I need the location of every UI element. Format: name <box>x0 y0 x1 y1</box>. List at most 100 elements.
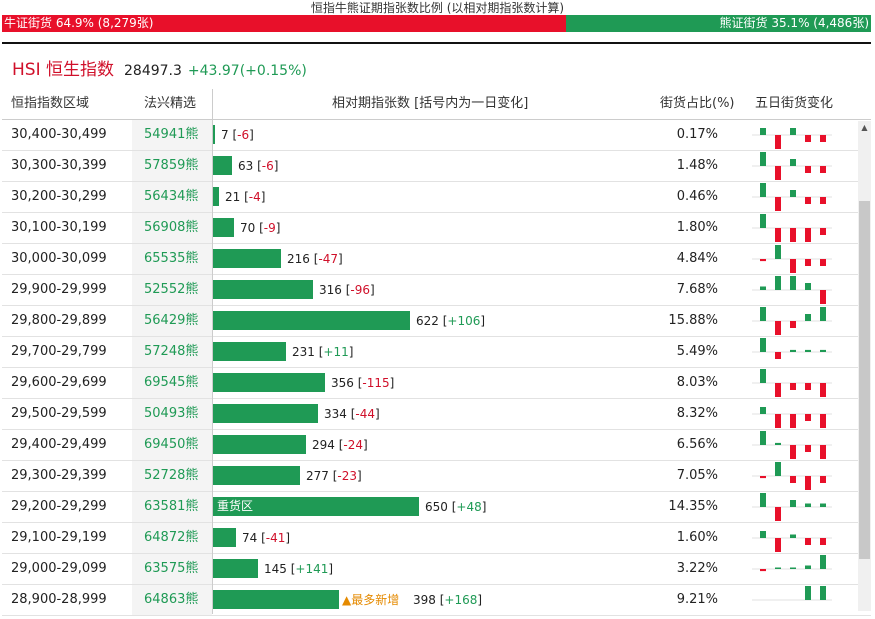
sparkline-bar <box>760 338 766 352</box>
contracts-bar <box>212 373 325 392</box>
issuer-code-link[interactable]: 57859熊 <box>132 151 212 181</box>
issuer-code-link[interactable]: 56434熊 <box>132 182 212 212</box>
sparkline-bar <box>805 197 811 204</box>
issuer-code-link[interactable]: 52552熊 <box>132 275 212 305</box>
five-day-sparkline <box>752 276 832 304</box>
contracts-bar <box>212 404 318 423</box>
contracts-bar <box>212 435 306 454</box>
bear-segment: 熊证街货 35.1% (4,486张) <box>566 15 871 32</box>
col-five-day[interactable]: 五日街货变化 <box>755 96 834 111</box>
five-day-spark <box>750 213 848 243</box>
sparkline-bar <box>775 442 781 445</box>
sparkline-bar <box>820 349 826 352</box>
table-row[interactable]: 29,000-29,099 63575熊 145 [+141] 3.22% <box>2 554 871 585</box>
contracts-label: 356 [-115] <box>331 376 395 390</box>
sparkline-bar <box>775 414 781 428</box>
scrollbar[interactable]: ▲ <box>858 121 871 611</box>
contracts-value: 231 <box>292 345 315 359</box>
contracts-bar <box>212 156 232 175</box>
issuer-code-link[interactable]: 57248熊 <box>132 337 212 367</box>
sparkline-bar <box>790 414 796 428</box>
share-cell: 7.05% <box>676 468 718 483</box>
contracts-value: 70 <box>240 221 256 235</box>
scroll-thumb[interactable] <box>859 201 870 559</box>
issuer-code-link[interactable]: 54941熊 <box>132 120 212 150</box>
contracts-value: 622 <box>416 314 439 328</box>
table-row[interactable]: 30,300-30,399 57859熊 63 [-6] 1.48% <box>2 151 871 182</box>
table-row[interactable]: 29,200-29,299 63581熊 重货区 650 [+48] 14.35% <box>2 492 871 523</box>
col-range[interactable]: 恒指指数区域 <box>11 96 90 111</box>
contracts-bar <box>212 249 281 268</box>
five-day-spark <box>750 554 848 584</box>
five-day-sparkline <box>752 586 832 601</box>
share-cell: 8.03% <box>676 375 718 390</box>
issuer-code-link[interactable]: 69450熊 <box>132 430 212 460</box>
range-cell: 28,900-28,999 <box>11 592 107 607</box>
range-cell: 29,900-29,999 <box>11 282 107 297</box>
table-row[interactable]: 28,900-28,999 64863熊 ▲最多新增 398 [+168] 9.21% <box>2 585 871 616</box>
issuer-code-link[interactable]: 63581熊 <box>132 492 212 522</box>
sparkline-bar <box>760 493 766 507</box>
range-cell: 29,000-29,099 <box>11 561 107 576</box>
share-cell: 1.48% <box>676 158 718 173</box>
issuer-code-link[interactable]: 63575熊 <box>132 554 212 584</box>
issuer-code-link[interactable]: 65535熊 <box>132 244 212 274</box>
range-cell: 29,500-29,599 <box>11 406 107 421</box>
issuer-code-link[interactable]: 56429熊 <box>132 306 212 336</box>
five-day-sparkline <box>752 128 832 149</box>
issuer-code-link[interactable]: 50493熊 <box>132 399 212 429</box>
daily-change: -47 <box>318 252 339 266</box>
sparkline-bar <box>775 507 781 521</box>
sparkline-bar <box>820 383 826 397</box>
table-row[interactable]: 30,200-30,299 56434熊 21 [-4] 0.46% <box>2 182 871 213</box>
issuer-code-link[interactable]: 64872熊 <box>132 523 212 553</box>
sparkline-bar <box>790 445 796 459</box>
table-row[interactable]: 30,000-30,099 65535熊 216 [-47] 4.84% <box>2 244 871 275</box>
contracts-label: 277 [-23] <box>306 469 362 483</box>
scroll-up-arrow-icon[interactable]: ▲ <box>861 123 868 132</box>
index-summary: HSI 恒生指数 28497.3 +43.97(+0.15%) <box>12 55 307 80</box>
five-day-sparkline <box>752 214 832 242</box>
table-row[interactable]: 29,300-29,399 52728熊 277 [-23] 7.05% <box>2 461 871 492</box>
sparkline-bar <box>790 276 796 290</box>
col-issuer[interactable]: 法兴精选 <box>144 96 197 111</box>
sparkline-bar <box>820 538 826 545</box>
sparkline-bar <box>790 534 796 538</box>
range-cell: 30,200-30,299 <box>11 189 107 204</box>
five-day-spark <box>750 182 848 212</box>
sparkline-bar <box>790 128 796 135</box>
col-share[interactable]: 街货占比(%) <box>660 96 735 111</box>
table-row[interactable]: 29,400-29,499 69450熊 294 [-24] 6.56% <box>2 430 871 461</box>
table-row[interactable]: 30,100-30,199 56908熊 70 [-9] 1.80% <box>2 213 871 244</box>
col-contracts[interactable]: 相对期指张数 [括号内为一日变化] <box>332 96 529 111</box>
contracts-value: 63 <box>238 159 254 173</box>
sparkline-bar <box>790 228 796 242</box>
range-cell: 30,100-30,199 <box>11 220 107 235</box>
five-day-spark <box>750 151 848 181</box>
sparkline-bar <box>805 414 811 421</box>
sparkline-bar <box>805 283 811 290</box>
issuer-code-link[interactable]: 64863熊 <box>132 585 212 615</box>
table-row[interactable]: 30,400-30,499 54941熊 7 [-6] 0.17% <box>2 120 871 151</box>
table-row[interactable]: 29,600-29,699 69545熊 356 [-115] 8.03% <box>2 368 871 399</box>
contracts-label: 398 [+168] <box>413 593 483 607</box>
table-row[interactable]: 29,800-29,899 56429熊 622 [+106] 15.88% <box>2 306 871 337</box>
issuer-code-link[interactable]: 69545熊 <box>132 368 212 398</box>
issuer-code-link[interactable]: 52728熊 <box>132 461 212 491</box>
range-cell: 29,100-29,199 <box>11 530 107 545</box>
table-row[interactable]: 29,700-29,799 57248熊 231 [+11] 5.49% <box>2 337 871 368</box>
sparkline-bar <box>760 128 766 135</box>
table-row[interactable]: 29,500-29,599 50493熊 334 [-44] 8.32% <box>2 399 871 430</box>
five-day-spark <box>750 399 848 429</box>
contracts-value: 650 <box>425 500 448 514</box>
contracts-value: 334 <box>324 407 347 421</box>
share-cell: 0.17% <box>676 127 718 142</box>
sparkline-bar <box>760 369 766 383</box>
issuer-code-link[interactable]: 56908熊 <box>132 213 212 243</box>
table-row[interactable]: 29,100-29,199 64872熊 74 [-41] 1.60% <box>2 523 871 554</box>
sparkline-bar <box>760 407 766 414</box>
cbbc-table: 恒指指数区域 法兴精选 相对期指张数 [括号内为一日变化] 街货占比(%) 五日… <box>2 89 871 616</box>
table-row[interactable]: 29,900-29,999 52552熊 316 [-96] 7.68% <box>2 275 871 306</box>
contracts-bar <box>212 590 339 609</box>
contracts-value: 74 <box>242 531 258 545</box>
